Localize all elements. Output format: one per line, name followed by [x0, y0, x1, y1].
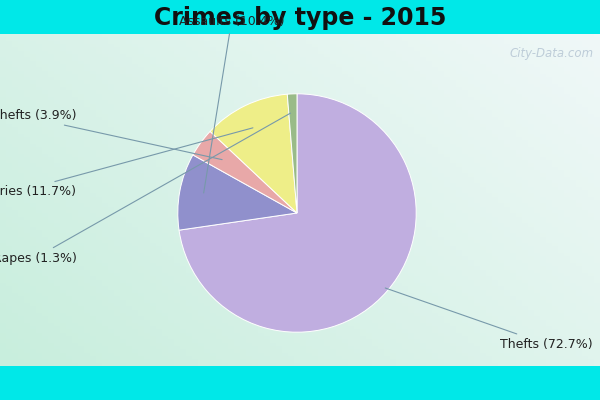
- Text: City-Data.com: City-Data.com: [510, 47, 594, 60]
- Wedge shape: [287, 94, 297, 213]
- Text: Auto thefts (3.9%): Auto thefts (3.9%): [0, 109, 222, 160]
- Text: Crimes by type - 2015: Crimes by type - 2015: [154, 6, 446, 30]
- Text: Assaults (10.4%): Assaults (10.4%): [179, 15, 284, 193]
- Wedge shape: [178, 155, 297, 230]
- Wedge shape: [179, 94, 416, 332]
- Text: Rapes (1.3%): Rapes (1.3%): [0, 113, 290, 265]
- Text: Burglaries (11.7%): Burglaries (11.7%): [0, 128, 253, 198]
- Text: Thefts (72.7%): Thefts (72.7%): [385, 288, 592, 351]
- Wedge shape: [210, 94, 297, 213]
- Wedge shape: [193, 132, 297, 213]
